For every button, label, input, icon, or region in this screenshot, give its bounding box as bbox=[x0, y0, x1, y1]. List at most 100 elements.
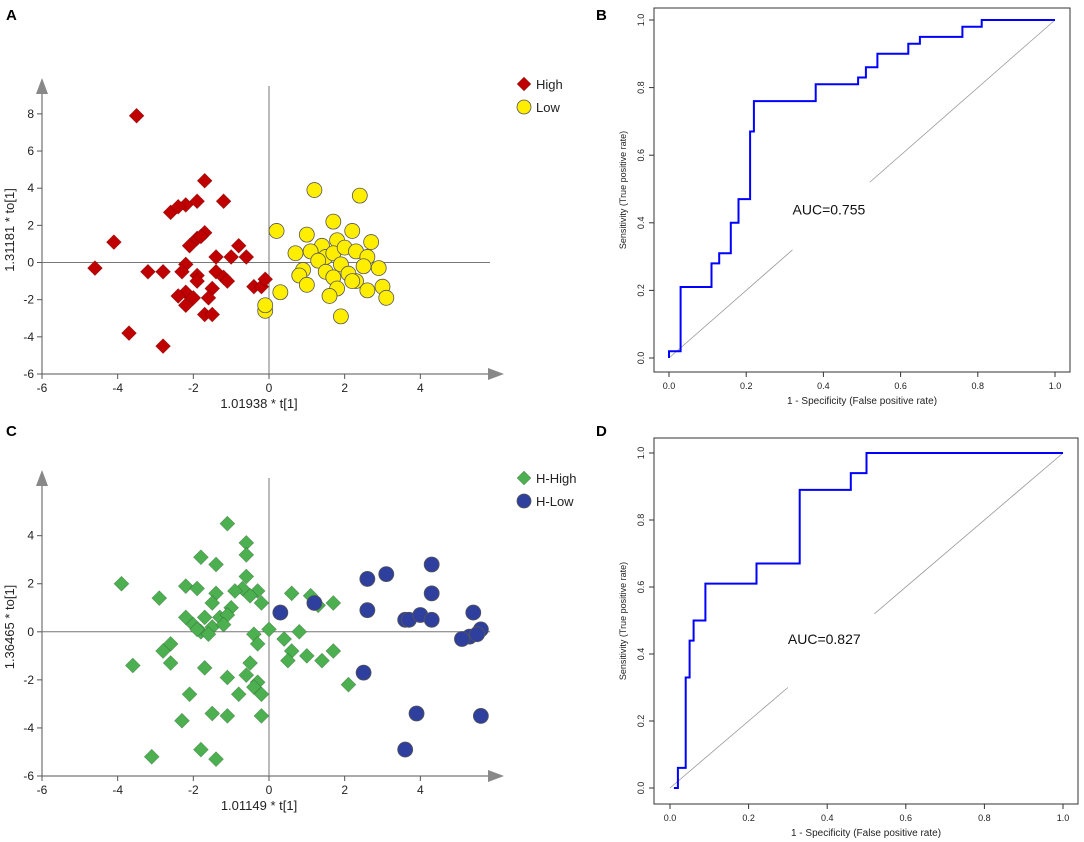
plot-frame bbox=[653, 7, 1071, 373]
data-point-h-high bbox=[143, 748, 160, 765]
data-point-low bbox=[306, 182, 323, 198]
data-point-low bbox=[298, 276, 315, 293]
data-point-h-high bbox=[253, 707, 270, 724]
y-tick-label: 4 bbox=[27, 529, 34, 543]
x-tick-label: 0.0 bbox=[663, 381, 676, 391]
legend-marker bbox=[516, 99, 532, 115]
data-point-high bbox=[230, 237, 247, 254]
data-point-h-high bbox=[291, 623, 308, 640]
data-point-low bbox=[257, 297, 274, 314]
data-point-h-high bbox=[253, 686, 270, 703]
data-point-h-high bbox=[162, 655, 179, 671]
data-point-h-high bbox=[204, 595, 221, 611]
data-point-h-low bbox=[359, 602, 376, 619]
data-point-low bbox=[370, 260, 387, 276]
data-point-h-high bbox=[177, 578, 194, 595]
auc-annotation: AUC=0.755 bbox=[793, 201, 866, 217]
data-point-h-high bbox=[249, 583, 266, 599]
data-point-h-high bbox=[192, 549, 209, 566]
x-tick-label: -2 bbox=[188, 381, 199, 395]
x-axis-title: 1 - Specificity (False positive rate) bbox=[791, 828, 941, 839]
data-point-h-high bbox=[261, 621, 277, 638]
x-tick-label: -4 bbox=[112, 381, 123, 395]
data-point-h-high bbox=[242, 655, 259, 671]
data-point-h-low bbox=[408, 705, 425, 722]
x-tick-label: 4 bbox=[417, 381, 424, 395]
data-point-h-high bbox=[181, 686, 198, 703]
y-tick-label: 0.0 bbox=[636, 352, 646, 365]
diagonal-reference-line bbox=[669, 687, 789, 789]
data-point-h-high bbox=[238, 667, 255, 683]
y-tick-label: 6 bbox=[27, 144, 34, 158]
x-tick-label: 0.4 bbox=[821, 813, 834, 823]
y-axis-title: Sensitivity (True positive rate) bbox=[618, 562, 628, 680]
y-tick-label: 0.2 bbox=[636, 284, 646, 297]
x-tick-label: 0.0 bbox=[664, 813, 677, 823]
data-point-high bbox=[87, 260, 103, 277]
data-point-h-low bbox=[465, 604, 482, 621]
data-point-h-high bbox=[242, 587, 259, 604]
data-point-low bbox=[325, 213, 342, 230]
x-axis-arrow bbox=[488, 368, 504, 380]
x-tick-label: 0 bbox=[266, 381, 273, 395]
data-point-low bbox=[332, 308, 349, 325]
chart-d: 0.0 0.2 0.4 0.6 0.8 1.0 0.0 0.2 0.4 0.6 0.8 1.0 1 - … bbox=[618, 437, 1079, 839]
x-tick-label: 0.4 bbox=[817, 381, 830, 391]
data-point-high bbox=[223, 249, 240, 265]
data-point-h-low bbox=[397, 741, 414, 758]
data-point-high bbox=[174, 263, 190, 280]
data-point-h-high bbox=[162, 635, 179, 652]
data-point-low bbox=[268, 223, 285, 239]
data-point-high bbox=[170, 198, 187, 215]
diagonal-reference-line bbox=[874, 452, 1064, 615]
panel-label-a: A bbox=[6, 7, 17, 24]
data-point-h-low bbox=[423, 611, 440, 628]
data-point-h-high bbox=[151, 590, 168, 607]
data-point-h-high bbox=[189, 580, 206, 597]
y-tick-label: 0 bbox=[27, 256, 34, 270]
y-tick-label: -4 bbox=[23, 330, 34, 344]
data-point-high bbox=[200, 289, 217, 306]
data-point-high bbox=[170, 288, 187, 304]
y-tick-label: 0.6 bbox=[636, 581, 646, 594]
data-point-h-high bbox=[196, 659, 213, 676]
data-point-h-high bbox=[215, 616, 232, 633]
data-point-low bbox=[344, 273, 361, 289]
data-point-h-high bbox=[253, 595, 270, 611]
data-point-high bbox=[238, 249, 255, 265]
data-point-h-low bbox=[306, 595, 323, 611]
panel-label-c: C bbox=[6, 423, 17, 440]
data-point-low bbox=[351, 187, 368, 204]
x-tick-label: 2 bbox=[341, 783, 348, 797]
legend-label: Low bbox=[536, 100, 560, 115]
data-point-high bbox=[140, 263, 156, 280]
data-point-high bbox=[121, 325, 137, 342]
data-point-high bbox=[192, 228, 209, 245]
data-point-h-low bbox=[423, 585, 440, 602]
data-point-h-low bbox=[378, 566, 395, 583]
data-point-h-high bbox=[276, 631, 293, 647]
data-point-high bbox=[155, 338, 171, 355]
data-point-h-high bbox=[325, 595, 342, 611]
y-axis-arrow bbox=[36, 78, 48, 94]
data-point-high bbox=[257, 271, 274, 288]
data-point-h-high bbox=[283, 585, 300, 602]
chart-b: 0.0 0.2 0.4 0.6 0.8 1.0 0.0 0.2 0.4 0.6 0.8 1.0 1 - … bbox=[618, 7, 1071, 407]
roc-curve bbox=[673, 452, 1063, 789]
x-tick-label: 0.2 bbox=[740, 381, 753, 391]
y-axis-title: 1.36465 * to[1] bbox=[2, 585, 17, 670]
x-tick-label: -4 bbox=[112, 783, 123, 797]
data-point-low bbox=[272, 284, 289, 301]
y-tick-label: 2 bbox=[27, 218, 34, 232]
legend-marker bbox=[516, 470, 532, 486]
data-point-high bbox=[215, 193, 232, 210]
roc-curve bbox=[668, 19, 1055, 358]
data-point-h-high bbox=[219, 515, 236, 532]
y-axis-arrow bbox=[36, 470, 48, 486]
data-point-h-high bbox=[219, 707, 236, 724]
data-point-h-high bbox=[208, 556, 224, 573]
y-axis-title: 1.31181 * to[1] bbox=[2, 188, 17, 272]
y-tick-label: 1.0 bbox=[636, 14, 646, 27]
data-point-low bbox=[344, 223, 361, 239]
data-point-high bbox=[219, 273, 236, 290]
